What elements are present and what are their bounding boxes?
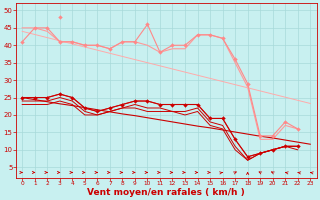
X-axis label: Vent moyen/en rafales ( km/h ): Vent moyen/en rafales ( km/h ) — [87, 188, 245, 197]
